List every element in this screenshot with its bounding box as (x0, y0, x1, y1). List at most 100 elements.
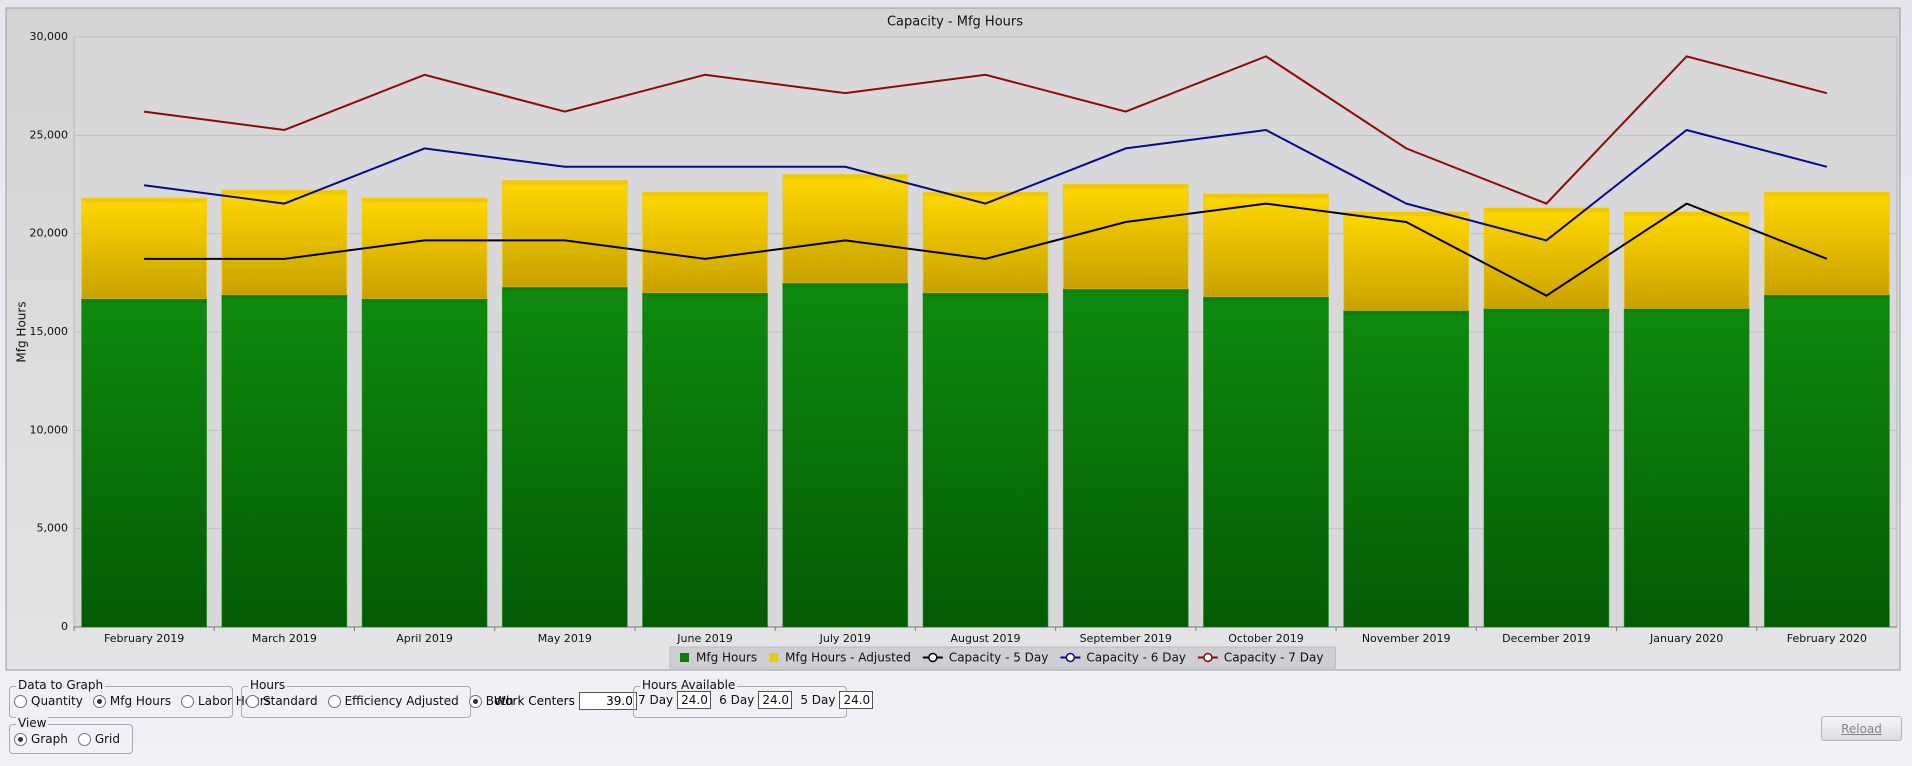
radio-button[interactable] (327, 694, 341, 708)
bar (361, 298, 488, 628)
text-field[interactable]: 24.0 (839, 691, 874, 709)
legend-marker (1065, 652, 1076, 663)
legend-marker (928, 652, 938, 663)
bar-bevel (1343, 212, 1469, 217)
bar (1483, 207, 1610, 309)
x-tick-label: August 2019 (951, 632, 1021, 645)
y-tick-label: 15,000 (30, 325, 69, 338)
radio-label: Mfg Hours (109, 694, 172, 708)
bar (1763, 191, 1890, 296)
line (143, 55, 1828, 205)
legend-label: Capacity - 7 Day (1224, 651, 1324, 665)
bar-bevel (1764, 294, 1890, 299)
bar (81, 197, 208, 300)
bar (782, 282, 909, 628)
bar-bevel (81, 198, 207, 203)
radio-label: Graph (31, 732, 68, 746)
x-tick-label: December 2019 (1502, 632, 1591, 645)
legend-label: Mfg Hours - Adjusted (785, 651, 911, 665)
bar-bevel (782, 282, 908, 287)
view-group: View Graph Grid (9, 716, 133, 754)
bar (81, 298, 208, 628)
field-label: Work Centers (494, 694, 575, 708)
bar (1763, 294, 1890, 628)
legend-label: Capacity - 6 Day (1086, 651, 1186, 665)
bar (1623, 307, 1750, 628)
bar-bevel (1063, 288, 1189, 293)
radio-button[interactable] (77, 732, 91, 746)
hours-group: Hours Standard Efficiency Adjusted Both (241, 678, 514, 718)
field-label: 6 Day (719, 693, 755, 707)
bar-bevel (221, 190, 347, 195)
bar-bevel (1203, 194, 1329, 199)
bar-bevel (923, 292, 1048, 297)
radio-option[interactable]: Both (468, 694, 514, 708)
radio-label: Standard (263, 694, 318, 708)
legend-label: Capacity - 5 Day (949, 651, 1049, 665)
bar-bevel (1343, 310, 1469, 315)
bar-bevel (923, 192, 1048, 197)
text-field[interactable]: 24.0 (677, 691, 712, 709)
bar-bevel (221, 294, 347, 299)
bar (221, 189, 348, 296)
radio-option[interactable]: Grid (77, 732, 120, 746)
x-tick-label: March 2019 (252, 632, 317, 645)
radio-label: Quantity (31, 694, 83, 708)
radio-button[interactable] (14, 732, 27, 746)
bar-bevel (642, 292, 768, 297)
bar (1343, 309, 1470, 628)
bar (1062, 288, 1189, 628)
line (144, 202, 1828, 297)
reload-button[interactable]: Reload (1821, 716, 1902, 741)
chart: Capacity - Mfg Hours Mfg Hours 0 5,000 10,… (5, 7, 1901, 671)
hours-available-group: Hours Available 7 Day 24.0 6 Day 24.0 5 Day 2… (633, 678, 874, 718)
bar (1623, 211, 1750, 309)
data-to-graph-group: Data to Graph Quantity Mfg Hours Labor Hou… (9, 678, 271, 718)
x-tick-label: January 2020 (1649, 632, 1723, 645)
radio-option[interactable]: Quantity (14, 694, 83, 708)
radio-button[interactable] (468, 694, 482, 708)
line (143, 128, 1828, 242)
radio-option[interactable]: Efficiency Adjusted (327, 694, 459, 708)
text-field[interactable]: 39.0 (578, 692, 637, 710)
y-tick-label: 20,000 (30, 227, 69, 240)
legend-background (669, 646, 1336, 669)
bar-bevel (362, 198, 487, 203)
y-tick-label: 5,000 (37, 522, 69, 535)
x-tick-label: April 2019 (396, 632, 453, 645)
radio-button[interactable] (181, 694, 195, 708)
radio-button[interactable] (246, 694, 259, 708)
radio-button[interactable] (92, 694, 106, 708)
bar (361, 197, 488, 300)
y-tick-label: 10,000 (30, 423, 69, 436)
bar-bevel (1624, 212, 1750, 217)
chart-title: Capacity - Mfg Hours (887, 15, 1023, 30)
bar (782, 174, 909, 284)
radio-label: Grid (94, 732, 120, 746)
y-axis-title: Mfg Hours (15, 301, 29, 362)
radio-option[interactable]: Mfg Hours (92, 694, 172, 708)
radio-button[interactable] (14, 694, 27, 708)
bar (501, 180, 628, 288)
group-label: Hours (248, 678, 288, 692)
legend-marker (680, 653, 689, 662)
y-tick-label: 30,000 (30, 30, 69, 43)
field-label: 5 Day (800, 693, 836, 707)
radio-option[interactable]: Graph (14, 732, 68, 746)
bar (1343, 211, 1470, 311)
bar-bevel (502, 180, 628, 185)
field-label: 7 Day (638, 693, 674, 707)
bar-bevel (782, 174, 908, 179)
y-tick-label: 0 (61, 620, 68, 633)
radio-option[interactable]: Standard (246, 694, 318, 708)
bar (642, 191, 768, 294)
x-tick-label: November 2019 (1362, 632, 1451, 645)
text-field[interactable]: 24.0 (758, 691, 793, 709)
x-tick-label: June 2019 (676, 632, 732, 645)
bar-bevel (81, 298, 207, 303)
bar (922, 191, 1049, 294)
legend-marker (769, 653, 779, 662)
y-tick-label: 25,000 (30, 128, 69, 141)
x-tick-label: February 2020 (1787, 632, 1867, 645)
